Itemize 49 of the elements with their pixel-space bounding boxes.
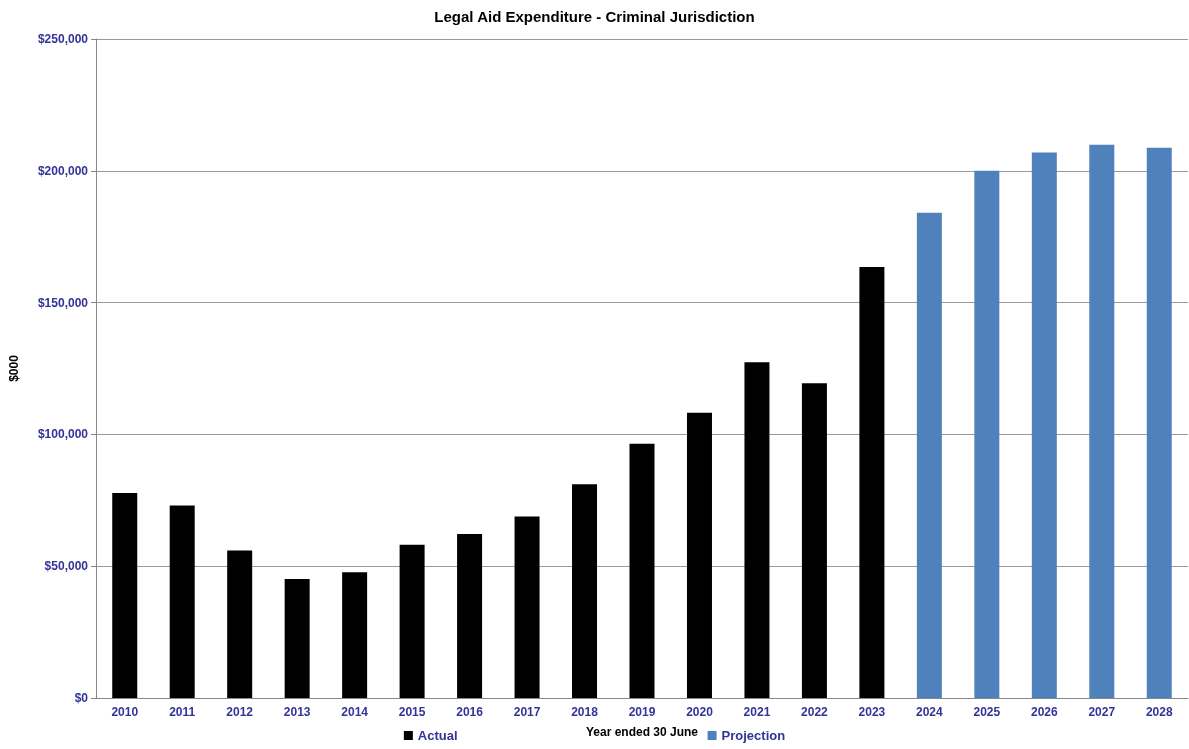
x-tick-label: 2018 bbox=[571, 705, 599, 719]
bar bbox=[744, 362, 770, 698]
bar bbox=[284, 579, 310, 698]
x-tick-label: 2015 bbox=[398, 705, 426, 719]
x-tick-label: 2023 bbox=[858, 705, 886, 719]
bar bbox=[514, 516, 540, 698]
bar bbox=[859, 267, 885, 698]
legend-label: Projection bbox=[721, 728, 786, 743]
x-tick-label: 2021 bbox=[743, 705, 771, 719]
bar bbox=[686, 412, 712, 698]
bar bbox=[572, 484, 598, 698]
bar bbox=[169, 505, 195, 698]
legend-label: Actual bbox=[417, 728, 458, 743]
y-axis-title: $000 bbox=[7, 354, 21, 382]
bar bbox=[916, 212, 942, 698]
bar bbox=[227, 550, 253, 698]
x-tick-label: 2028 bbox=[1145, 705, 1173, 719]
x-tick-label: 2027 bbox=[1088, 705, 1116, 719]
x-tick-label: 2019 bbox=[628, 705, 656, 719]
bar bbox=[974, 170, 1000, 698]
x-tick-label: 2014 bbox=[341, 705, 369, 719]
bar bbox=[112, 492, 138, 698]
chart-title: Legal Aid Expenditure - Criminal Jurisdiction bbox=[434, 8, 755, 25]
bar bbox=[801, 383, 827, 698]
x-tick-label: 2020 bbox=[686, 705, 714, 719]
y-tick-label: $200,000 bbox=[37, 163, 89, 178]
x-tick-label: 2013 bbox=[283, 705, 311, 719]
bar bbox=[1146, 147, 1172, 698]
bar bbox=[1031, 152, 1057, 698]
x-tick-label: 2010 bbox=[111, 705, 139, 719]
x-tick-label: 2022 bbox=[801, 705, 829, 719]
bar bbox=[629, 443, 655, 698]
x-tick-label: 2017 bbox=[513, 705, 541, 719]
x-tick-label: 2025 bbox=[973, 705, 1001, 719]
y-tick-label: $250,000 bbox=[37, 32, 89, 46]
y-tick-label: $100,000 bbox=[37, 427, 89, 442]
bar bbox=[457, 534, 483, 698]
bar bbox=[399, 544, 425, 698]
x-axis-title: Year ended 30 June bbox=[585, 725, 699, 739]
y-tick-label: $150,000 bbox=[37, 295, 89, 310]
bar bbox=[1089, 144, 1115, 698]
x-tick-label: 2026 bbox=[1030, 705, 1058, 719]
y-tick-label: $50,000 bbox=[44, 559, 89, 574]
x-tick-label: 2011 bbox=[169, 705, 196, 719]
x-tick-label: 2024 bbox=[916, 705, 944, 719]
bar bbox=[342, 572, 368, 698]
x-tick-label: 2016 bbox=[456, 705, 484, 719]
x-tick-label: 2012 bbox=[226, 705, 254, 719]
y-tick-label: $0 bbox=[74, 691, 89, 705]
